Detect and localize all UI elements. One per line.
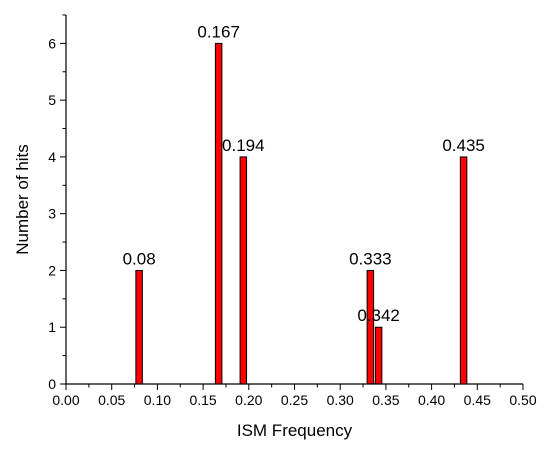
bar-value-label: 0.194 [222, 136, 265, 155]
x-tick-label: 0.00 [52, 392, 79, 408]
bar-value-label: 0.342 [357, 306, 400, 325]
y-tick-label: 2 [48, 262, 56, 278]
y-tick-label: 3 [48, 206, 56, 222]
y-axis-ticks: 0 1 2 3 4 5 6 [48, 14, 66, 392]
y-tick-label: 5 [48, 92, 56, 108]
bar [366, 269, 375, 385]
y-tick-label: 4 [48, 149, 56, 165]
bar [214, 42, 223, 385]
x-tick-label: 0.25 [281, 392, 308, 408]
bar-value-label: 0.167 [197, 22, 240, 41]
x-tick-label: 0.40 [418, 392, 445, 408]
bar-value-label: 0.333 [349, 249, 392, 268]
plot-area: 0.08 0.167 0.194 0.333 0.342 0.435 [123, 22, 485, 385]
y-tick-label: 0 [48, 376, 56, 392]
y-tick-label: 1 [48, 319, 56, 335]
bar-value-label: 0.08 [123, 249, 156, 268]
x-axis-ticks: 0.00 0.05 0.10 0.15 0.20 0.25 0.30 0.35 0.40 0.45… [52, 384, 537, 408]
x-tick-label: 0.35 [372, 392, 399, 408]
bar [135, 269, 143, 385]
y-axis-title: Number of hits [13, 144, 32, 255]
bar-value-label: 0.435 [442, 136, 485, 155]
x-tick-label: 0.50 [509, 392, 536, 408]
x-tick-label: 0.15 [189, 392, 216, 408]
bar [459, 156, 468, 385]
x-tick-label: 0.30 [327, 392, 354, 408]
x-tick-label: 0.10 [144, 392, 171, 408]
x-axis-title: ISM Frequency [237, 421, 353, 440]
x-tick-label: 0.20 [235, 392, 262, 408]
bar [374, 326, 383, 385]
bar [239, 156, 248, 385]
x-tick-label: 0.05 [98, 392, 125, 408]
y-tick-label: 6 [48, 35, 56, 51]
x-tick-label: 0.45 [464, 392, 491, 408]
